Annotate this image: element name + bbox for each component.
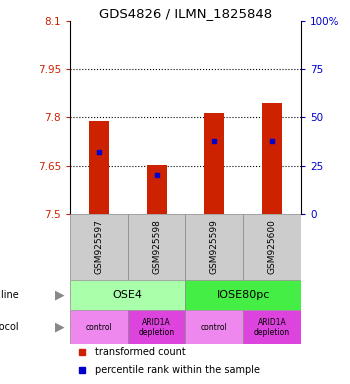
Text: GSM925600: GSM925600 bbox=[268, 220, 276, 274]
Text: transformed count: transformed count bbox=[96, 347, 186, 357]
Bar bbox=[128, 310, 186, 344]
Bar bbox=[147, 166, 167, 214]
Bar bbox=[262, 103, 282, 214]
Text: control: control bbox=[201, 323, 228, 332]
Text: ▶: ▶ bbox=[55, 321, 64, 334]
Text: OSE4: OSE4 bbox=[113, 290, 143, 300]
Bar bbox=[186, 280, 301, 310]
Bar bbox=[204, 113, 224, 214]
Text: GSM925598: GSM925598 bbox=[152, 220, 161, 274]
Title: GDS4826 / ILMN_1825848: GDS4826 / ILMN_1825848 bbox=[99, 7, 272, 20]
Bar bbox=[89, 121, 109, 214]
Text: GSM925597: GSM925597 bbox=[94, 220, 103, 274]
Text: protocol: protocol bbox=[0, 322, 19, 332]
Bar bbox=[243, 214, 301, 280]
Text: percentile rank within the sample: percentile rank within the sample bbox=[96, 365, 260, 375]
Text: ARID1A
depletion: ARID1A depletion bbox=[254, 318, 290, 337]
Text: control: control bbox=[85, 323, 112, 332]
Text: IOSE80pc: IOSE80pc bbox=[217, 290, 270, 300]
Bar bbox=[186, 310, 243, 344]
Text: ARID1A
depletion: ARID1A depletion bbox=[139, 318, 175, 337]
Text: ▶: ▶ bbox=[55, 289, 64, 301]
Bar bbox=[70, 280, 186, 310]
Text: GSM925599: GSM925599 bbox=[210, 220, 219, 274]
Bar bbox=[186, 214, 243, 280]
Bar bbox=[70, 310, 128, 344]
Bar bbox=[243, 310, 301, 344]
Bar bbox=[70, 214, 128, 280]
Bar bbox=[128, 214, 186, 280]
Text: cell line: cell line bbox=[0, 290, 19, 300]
